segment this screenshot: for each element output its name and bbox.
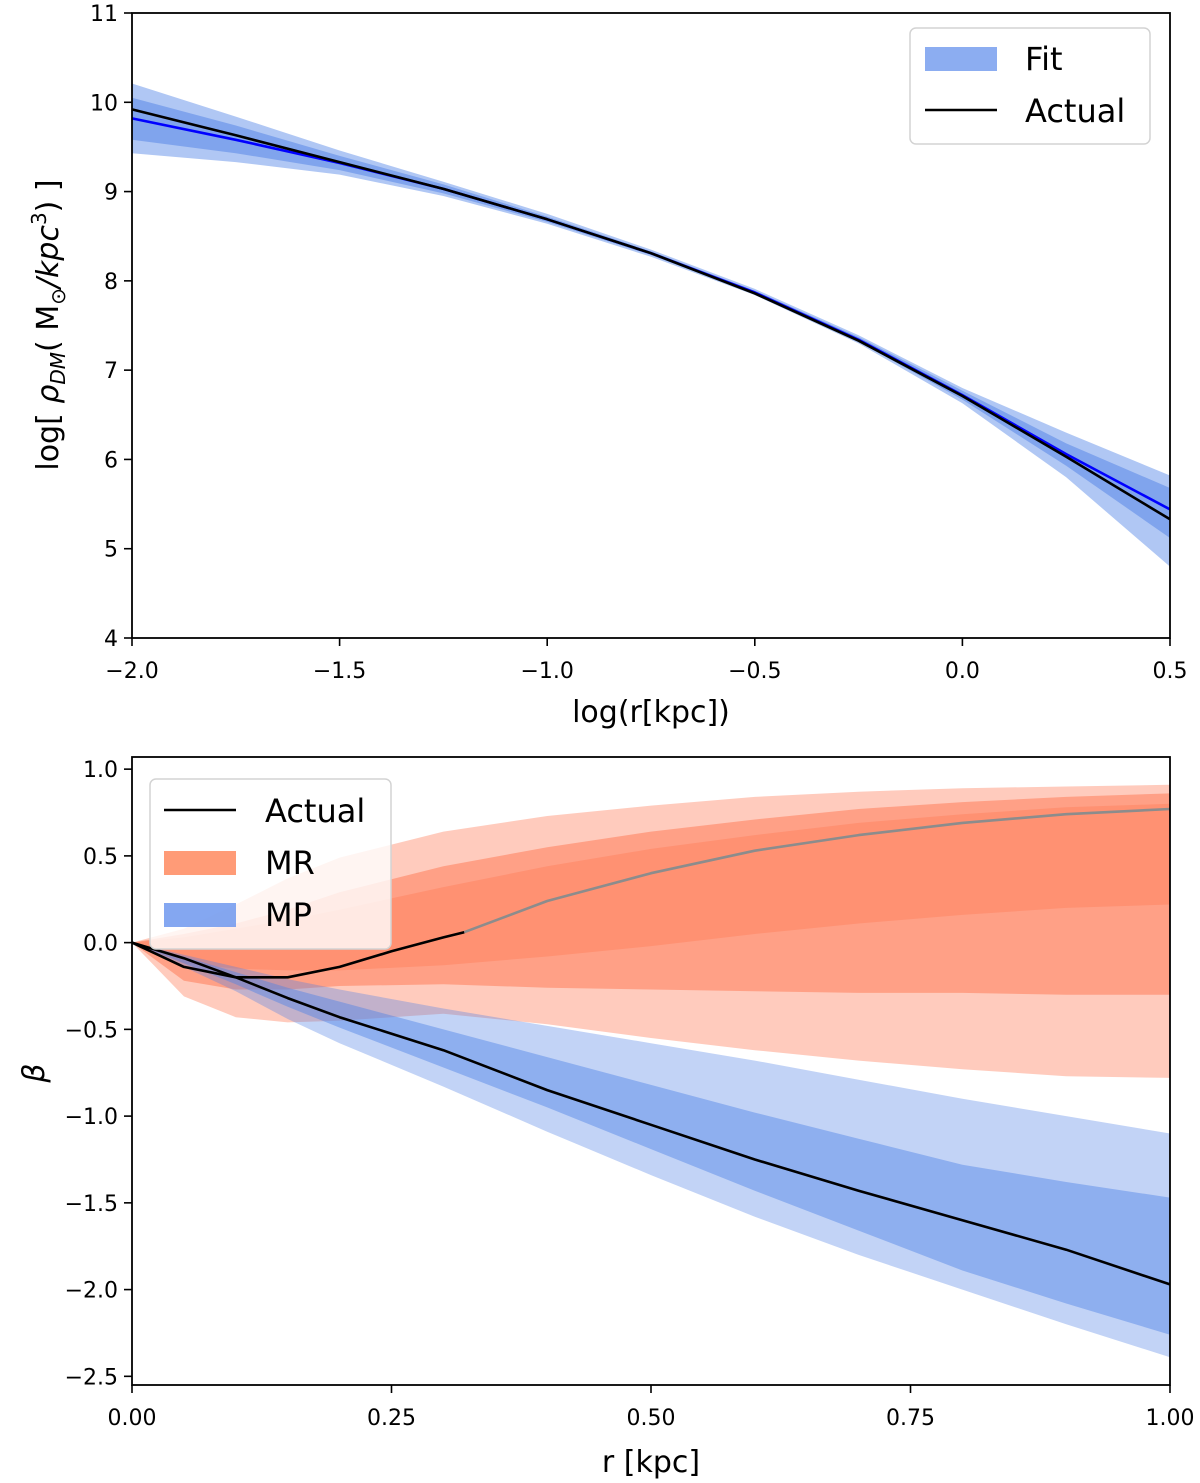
density-y-tick-label: 7 — [104, 359, 118, 384]
anisotropy-line-mr-actual-extrapolated — [463, 807, 1171, 934]
density-ticks: −2.0 −1.5 −1.0 −0.5 0.0 0.5 4 5 6 7 8 9 10 11 — [90, 2, 1188, 684]
anisotropy-y-axis-label: β — [17, 1063, 52, 1083]
anisotropy-legend-mp-swatch — [164, 903, 236, 927]
anisotropy-x-tick-label: 1.00 — [1146, 1406, 1195, 1431]
density-x-tick-label: −1.5 — [313, 659, 366, 684]
density-line-actual — [131, 108, 1171, 521]
density-x-tick-label: 0.5 — [1153, 659, 1188, 684]
anisotropy-y-tick-label: 0.5 — [83, 845, 118, 870]
anisotropy-band-mp-68- — [132, 942, 1170, 1335]
anisotropy-x-axis-label: r [kpc] — [602, 1445, 700, 1480]
anisotropy-y-tick-label: −0.5 — [65, 1018, 118, 1043]
anisotropy-legend-mr-swatch — [164, 851, 236, 875]
anisotropy-ticks: 0.00 0.25 0.50 0.75 1.00 −2.5 −2.0 −1.5 −1.0 −0.5… — [65, 758, 1195, 1431]
density-x-tick-label: −1.0 — [520, 659, 573, 684]
density-line-fit-median — [131, 117, 1171, 511]
density-y-tick-label: 10 — [90, 91, 118, 116]
density-x-tick-label: −2.0 — [105, 659, 158, 684]
density-panel: −2.0 −1.5 −1.0 −0.5 0.0 0.5 4 5 6 7 8 9 10 11 log(r[k… — [27, 2, 1188, 730]
density-axes-frame — [131, 12, 1171, 639]
density-y-axis-label: log[ ρDM( M⊙/kpc3) ] — [27, 179, 70, 470]
anisotropy-x-tick-label: 0.50 — [627, 1406, 676, 1431]
density-legend: Fit Actual — [909, 27, 1151, 145]
anisotropy-y-tick-label: −2.5 — [65, 1365, 118, 1390]
anisotropy-y-tick-label: 0.0 — [83, 932, 118, 957]
density-y-tick-label: 8 — [104, 270, 118, 295]
density-plot-area — [131, 83, 1171, 567]
anisotropy-legend: Actual MR MP — [149, 778, 392, 950]
anisotropy-band-mp-95- — [132, 942, 1170, 1358]
anisotropy-panel: 0.00 0.25 0.50 0.75 1.00 −2.5 −2.0 −1.5 −1.0 −0.5… — [17, 756, 1195, 1480]
anisotropy-y-tick-label: 1.0 — [83, 758, 118, 783]
density-y-tick-label: 11 — [90, 2, 118, 27]
anisotropy-legend-mp-label: MP — [265, 896, 312, 934]
anisotropy-x-tick-label: 0.25 — [367, 1406, 416, 1431]
density-x-axis-label: log(r[kpc]) — [572, 695, 730, 730]
anisotropy-y-tick-label: −2.0 — [65, 1279, 118, 1304]
anisotropy-legend-actual-label: Actual — [265, 792, 365, 830]
density-legend-fit-label: Fit — [1025, 40, 1063, 78]
anisotropy-x-tick-label: 0.75 — [886, 1406, 935, 1431]
density-x-tick-label: 0.0 — [945, 659, 980, 684]
anisotropy-x-tick-label: 0.00 — [108, 1406, 157, 1431]
density-y-tick-label: 4 — [104, 627, 118, 652]
anisotropy-y-tick-label: −1.0 — [65, 1105, 118, 1130]
anisotropy-y-tick-label: −1.5 — [65, 1192, 118, 1217]
density-y-tick-label: 9 — [104, 181, 118, 206]
density-x-tick-label: −0.5 — [728, 659, 781, 684]
anisotropy-legend-mr-label: MR — [265, 844, 315, 882]
density-y-tick-label: 6 — [104, 448, 118, 473]
density-y-tick-label: 5 — [104, 538, 118, 563]
density-legend-actual-label: Actual — [1025, 92, 1125, 130]
density-band-fit-68- — [132, 97, 1170, 539]
anisotropy-line-mr-actual — [131, 930, 465, 979]
density-legend-fit-swatch — [925, 47, 997, 71]
anisotropy-line-mp-actual — [131, 941, 1171, 1286]
